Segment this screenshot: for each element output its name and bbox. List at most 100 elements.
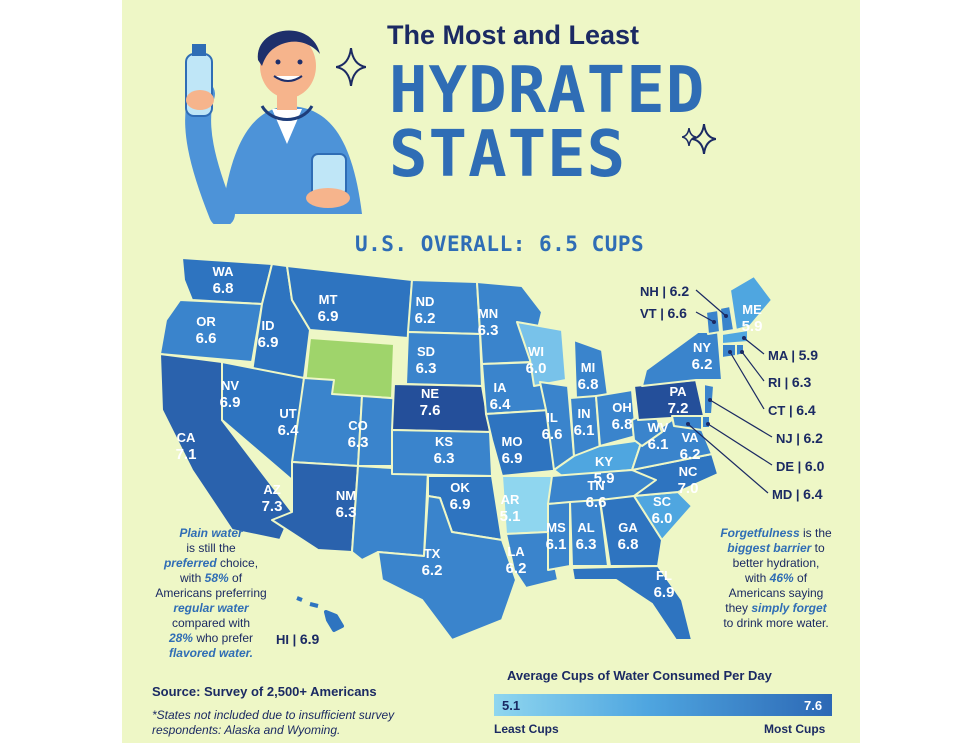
state-label-ia: IA	[494, 380, 508, 395]
state-value-oh: 6.8	[612, 416, 633, 433]
state-va	[631, 419, 713, 471]
state-mo	[485, 409, 563, 477]
state-value-ca: 7.1	[176, 446, 197, 463]
state-la	[505, 531, 559, 589]
state-de	[701, 415, 711, 429]
state-label-in: IN	[578, 406, 591, 421]
state-value-ne: 7.6	[420, 402, 441, 419]
callout-ma: MA | 5.9	[768, 347, 818, 363]
state-value-ky: 5.9	[594, 470, 615, 487]
callout-nj: NJ | 6.2	[776, 430, 823, 446]
callout-md: MD | 6.4	[772, 486, 823, 502]
legend-color-scale	[494, 694, 832, 716]
note-forgetfulness: Forgetfulness is the biggest barrier to …	[720, 526, 832, 630]
callout-abbr: NJ |	[776, 431, 803, 446]
state-value-ks: 6.3	[434, 450, 455, 467]
state-label-nv: NV	[221, 378, 239, 393]
state-value-mt: 6.9	[318, 308, 339, 325]
state-label-nd: ND	[416, 294, 435, 309]
state-label-ok: OK	[450, 480, 470, 495]
callout-abbr: DE |	[776, 459, 805, 474]
state-value-tx: 6.2	[422, 562, 443, 579]
state-al	[569, 499, 609, 567]
state-label-wi: WI	[528, 344, 544, 359]
state-hi	[296, 596, 344, 632]
callout-value: 6.6	[667, 305, 687, 321]
state-value-fl: 6.9	[654, 584, 675, 601]
state-label-nc: NC	[679, 464, 698, 479]
state-value-al: 6.3	[576, 536, 597, 553]
state-nm	[351, 465, 429, 561]
state-value-co: 6.3	[348, 434, 369, 451]
man-drinking-water-illustration	[185, 30, 362, 224]
state-label-ky: KY	[595, 454, 613, 469]
sparkle-icon	[692, 124, 716, 154]
sparkle-icon	[336, 48, 366, 86]
callout-ri: RI | 6.3	[768, 374, 812, 390]
source-note: Source: Survey of 2,500+ Americans	[152, 684, 377, 699]
state-label-oh: OH	[612, 400, 632, 415]
state-value-ok: 6.9	[450, 496, 471, 513]
state-value-il: 6.6	[542, 426, 563, 443]
legend-title: Average Cups of Water Consumed Per Day	[507, 668, 772, 683]
state-label-va: VA	[681, 430, 699, 445]
state-label-tn: TN	[587, 478, 604, 493]
title-top-line: The Most and Least	[387, 20, 640, 50]
state-value-mo: 6.9	[502, 450, 523, 467]
state-value-pa: 7.2	[668, 400, 689, 417]
state-label-tx: TX	[424, 546, 441, 561]
state-label-wv: WV	[648, 420, 669, 435]
state-nh	[719, 305, 735, 333]
callout-nh: NH | 6.2	[640, 283, 689, 299]
state-label-me: ME	[742, 302, 762, 317]
callout-hi: HI | 6.9	[276, 631, 320, 647]
state-value-ga: 6.8	[618, 536, 639, 553]
state-label-pa: PA	[669, 384, 687, 399]
state-label-sc: SC	[653, 494, 672, 509]
callout-abbr: RI |	[768, 375, 792, 390]
state-value-wa: 6.8	[213, 280, 234, 297]
callout-value: 6.4	[796, 402, 816, 418]
state-ny	[641, 331, 723, 387]
callout-value: 6.0	[805, 458, 825, 474]
state-value-ny: 6.2	[692, 356, 713, 373]
state-label-ca: CA	[177, 430, 196, 445]
state-label-wa: WA	[213, 264, 235, 279]
state-value-me: 5.9	[742, 318, 763, 335]
state-me	[729, 275, 773, 331]
callout-value: 6.9	[300, 631, 320, 647]
state-label-ne: NE	[421, 386, 439, 401]
callout-value: 6.4	[803, 486, 823, 502]
note-plain-water: Plain water is still the preferred choic…	[155, 526, 267, 660]
state-label-la: LA	[507, 544, 525, 559]
legend-high-label: Most Cups	[764, 722, 826, 736]
state-ms	[547, 501, 571, 571]
callout-abbr: MA |	[768, 348, 799, 363]
callout-abbr: VT |	[640, 306, 667, 321]
state-label-az: AZ	[263, 482, 280, 497]
state-value-nm: 6.3	[336, 504, 357, 521]
sparkle-icon	[682, 128, 696, 146]
state-value-mi: 6.8	[578, 376, 599, 393]
callout-value: 6.2	[803, 430, 823, 446]
footnote-excluded-states: *States not included due to insufficient…	[152, 708, 395, 737]
state-label-il: IL	[546, 410, 558, 425]
state-label-ks: KS	[435, 434, 453, 449]
state-value-mn: 6.3	[478, 322, 499, 339]
state-label-ms: MS	[546, 520, 566, 535]
state-label-mi: MI	[581, 360, 595, 375]
state-ma	[721, 329, 749, 345]
state-value-nv: 6.9	[220, 394, 241, 411]
state-value-la: 6.2	[506, 560, 527, 577]
title-hydrated: HYDRATED	[389, 54, 706, 128]
callout-value: 6.2	[670, 283, 690, 299]
state-label-ar: AR	[501, 492, 520, 507]
state-value-az: 7.3	[262, 498, 283, 515]
state-value-ut: 6.4	[278, 422, 300, 439]
us-hydration-map: WA6.8OR6.6CA7.1ID6.9NV6.9MT6.9UT6.4AZ7.3…	[159, 257, 825, 647]
state-value-tn: 6.6	[586, 494, 607, 511]
state-label-fl: FL	[656, 568, 672, 583]
state-value-va: 6.2	[680, 446, 701, 463]
infographic-poster: The Most and Least HYDRATED STATES U.S. …	[122, 0, 860, 743]
state-label-nm: NM	[336, 488, 356, 503]
